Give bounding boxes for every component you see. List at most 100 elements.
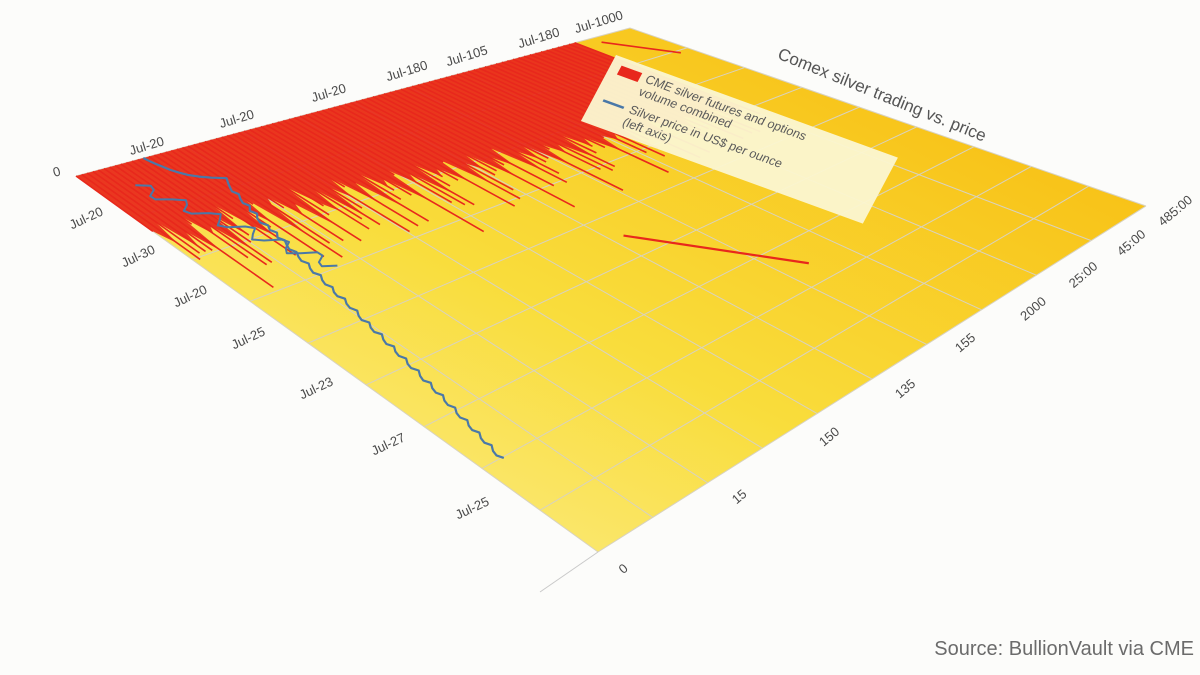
volume-spike (434, 79, 616, 168)
top-tick-label: 0 (51, 163, 62, 179)
volume-spike (394, 89, 560, 175)
volume-spike (378, 94, 555, 187)
right-tick-label: 485:00 (1155, 192, 1195, 229)
volume-spike (456, 73, 669, 173)
volume-spike (254, 127, 419, 227)
volume-spike (131, 160, 252, 243)
volume-spike (294, 116, 395, 176)
grid-line (481, 166, 1032, 469)
volume-spike (204, 140, 362, 242)
legend-swatch-price (602, 99, 625, 109)
volume-spike (327, 107, 459, 181)
grid-line (629, 27, 1147, 207)
volume-spike (148, 155, 297, 256)
volume-spike (462, 72, 605, 139)
left-tick-label: Jul-23 (297, 374, 335, 403)
volume-spike (260, 125, 356, 184)
right-tick-label: 135 (892, 376, 918, 401)
grid-line (423, 146, 975, 428)
top-tick-label: Jul-20 (310, 80, 348, 105)
volume-spike (142, 157, 234, 220)
volume-tail-line (601, 41, 681, 54)
volume-spike (389, 91, 568, 184)
volume-spike (310, 112, 475, 206)
volume-spike (221, 136, 370, 230)
volume-spike (75, 175, 154, 232)
volume-spike (445, 76, 593, 148)
volume-spike (153, 154, 280, 240)
right-tick-label: 2000 (1017, 294, 1049, 324)
volume-spike (81, 173, 201, 261)
legend-swatch-volume (616, 65, 643, 83)
volume-spike (355, 100, 496, 176)
volume-spike (372, 95, 505, 166)
volume-spike (86, 172, 201, 254)
top-tick-label: Jul-180 (384, 57, 429, 84)
volume-series-area (75, 41, 809, 289)
price-series-line (135, 157, 505, 459)
volume-spike (322, 109, 443, 178)
source-note: Source: BullionVault via CME (934, 638, 1194, 660)
top-tick-label: Jul-20 (218, 106, 256, 131)
volume-spike (361, 98, 497, 172)
volume-spike (238, 131, 363, 209)
grid-line (75, 175, 599, 553)
volume-spike (232, 133, 381, 226)
right-tick-label: 150 (816, 424, 842, 449)
left-tick-label: Jul-25 (453, 494, 491, 523)
volume-spike (400, 88, 547, 163)
volume-spike (103, 167, 274, 289)
volume-spike (271, 122, 402, 201)
price-line (142, 157, 505, 459)
legend-background (580, 55, 898, 224)
axis-extension (539, 551, 599, 593)
left-tick-label: Jul-20 (67, 204, 105, 233)
volume-spike (187, 145, 285, 209)
volume-spike (383, 92, 492, 150)
volume-spike (422, 82, 601, 171)
left-tick-label: Jul-30 (119, 242, 157, 271)
right-tick-label: 15 (729, 486, 750, 507)
grid-line (539, 185, 1089, 511)
right-tick-label: 155 (952, 330, 978, 355)
grid-line (597, 205, 1147, 553)
volume-spike (282, 119, 412, 196)
volume-spike (350, 101, 514, 191)
volume-spike (473, 69, 666, 157)
volume-spike (215, 137, 324, 207)
volume-spike (333, 106, 516, 207)
volume-spike (97, 169, 213, 251)
volume-spike (266, 124, 429, 222)
volume-spike (417, 83, 550, 150)
volume-spike (193, 143, 344, 242)
price-line-branch (135, 184, 338, 268)
volume-spike (344, 103, 521, 200)
left-tick-label: Jul-20 (171, 282, 209, 311)
volume-spike (210, 139, 330, 216)
volume-spike (159, 152, 272, 228)
volume-spike (198, 142, 296, 206)
volume-spike (226, 134, 363, 220)
volume-spike (243, 130, 410, 233)
volume-spike (411, 85, 624, 191)
volume-spike (428, 80, 614, 172)
volume-tail-line (623, 234, 809, 265)
top-tick-label: Jul-105 (444, 42, 489, 69)
volume-spike (277, 121, 395, 191)
volume-spike (451, 75, 606, 149)
volume-spike (92, 170, 206, 253)
volume-spike (288, 118, 485, 233)
volume-spike (182, 146, 331, 244)
right-tick-label: 25:00 (1066, 258, 1101, 290)
volume-spike (366, 97, 576, 208)
left-tick-label: Jul-25 (229, 324, 267, 353)
grid-line (186, 145, 708, 484)
volume-spike (316, 110, 451, 187)
volume-spike (338, 104, 444, 163)
right-tick-label: 45:00 (1114, 226, 1149, 258)
left-tick-label: Jul-27 (369, 430, 407, 459)
volume-spike (467, 70, 647, 154)
volume-spike (439, 77, 597, 154)
